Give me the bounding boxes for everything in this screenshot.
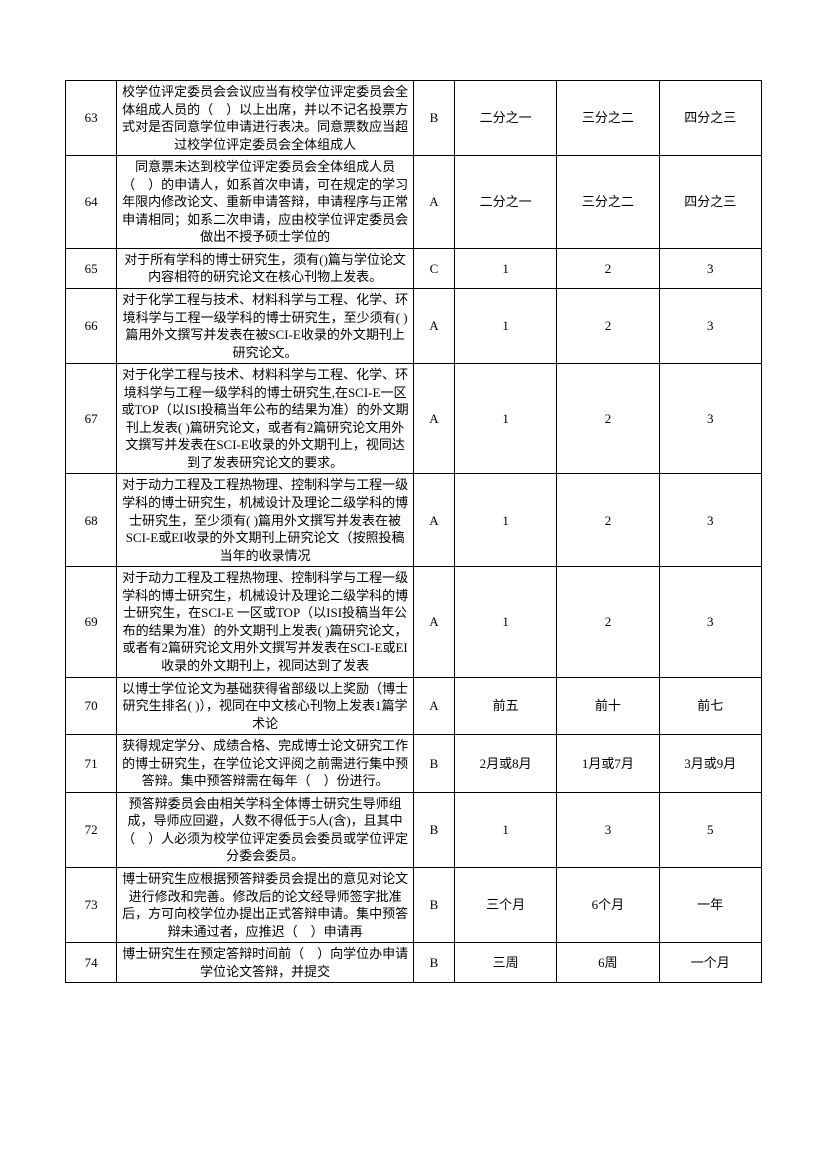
option-b: 三分之二 [557, 156, 659, 249]
table-row: 63校学位评定委员会会议应当有校学位评定委员会全体组成人员的（ ）以上出席，并以… [66, 81, 762, 156]
option-b: 三分之二 [557, 81, 659, 156]
option-a: 1 [454, 474, 556, 567]
answer-key: B [413, 943, 454, 983]
question-text: 对于动力工程及工程热物理、控制科学与工程一级学科的博士研究生，机械设计及理论二级… [117, 567, 414, 677]
question-number: 74 [66, 943, 117, 983]
question-number: 65 [66, 248, 117, 288]
option-b: 2 [557, 364, 659, 474]
answer-key: C [413, 248, 454, 288]
option-c: 四分之三 [659, 156, 761, 249]
option-b: 2 [557, 248, 659, 288]
question-text: 对于化学工程与技术、材料科学与工程、化学、环境科学与工程一级学科的博士研究生，至… [117, 289, 414, 364]
option-c: 3 [659, 474, 761, 567]
question-number: 72 [66, 792, 117, 867]
question-text: 对于所有学科的博士研究生，须有()篇与学位论文内容相符的研究论文在核心刊物上发表… [117, 248, 414, 288]
question-number: 63 [66, 81, 117, 156]
question-number: 71 [66, 735, 117, 793]
table-row: 65对于所有学科的博士研究生，须有()篇与学位论文内容相符的研究论文在核心刊物上… [66, 248, 762, 288]
option-a: 1 [454, 248, 556, 288]
question-number: 73 [66, 867, 117, 942]
question-text: 同意票未达到校学位评定委员会全体组成人员（ ）的申请人，如系首次申请，可在规定的… [117, 156, 414, 249]
option-a: 1 [454, 289, 556, 364]
question-text: 博士研究生在预定答辩时间前（ ）向学位办申请学位论文答辩，并提交 [117, 943, 414, 983]
table-row: 70以博士学位论文为基础获得省部级以上奖励（博士研究生排名( )），视同在中文核… [66, 677, 762, 735]
table-row: 72预答辩委员会由相关学科全体博士研究生导师组成，导师应回避，人数不得低于5人(… [66, 792, 762, 867]
answer-key: B [413, 867, 454, 942]
option-a: 2月或8月 [454, 735, 556, 793]
option-b: 前十 [557, 677, 659, 735]
answer-key: A [413, 474, 454, 567]
option-b: 2 [557, 567, 659, 677]
option-c: 前七 [659, 677, 761, 735]
option-b: 6周 [557, 943, 659, 983]
question-text: 预答辩委员会由相关学科全体博士研究生导师组成，导师应回避，人数不得低于5人(含)… [117, 792, 414, 867]
option-c: 3 [659, 364, 761, 474]
option-a: 1 [454, 364, 556, 474]
question-text: 校学位评定委员会会议应当有校学位评定委员会全体组成人员的（ ）以上出席，并以不记… [117, 81, 414, 156]
table-row: 73博士研究生应根据预答辩委员会提出的意见对论文进行修改和完善。修改后的论文经导… [66, 867, 762, 942]
option-a: 前五 [454, 677, 556, 735]
option-c: 3 [659, 289, 761, 364]
question-number: 67 [66, 364, 117, 474]
table-row: 68对于动力工程及工程热物理、控制科学与工程一级学科的博士研究生，机械设计及理论… [66, 474, 762, 567]
question-number: 69 [66, 567, 117, 677]
question-text: 对于化学工程与技术、材料科学与工程、化学、环境科学与工程一级学科的博士研究生,在… [117, 364, 414, 474]
question-text: 对于动力工程及工程热物理、控制科学与工程一级学科的博士研究生，机械设计及理论二级… [117, 474, 414, 567]
answer-key: A [413, 156, 454, 249]
option-c: 3月或9月 [659, 735, 761, 793]
answer-key: A [413, 289, 454, 364]
question-number: 68 [66, 474, 117, 567]
option-b: 1月或7月 [557, 735, 659, 793]
answer-key: B [413, 792, 454, 867]
answer-key: B [413, 81, 454, 156]
option-c: 3 [659, 248, 761, 288]
table-row: 69对于动力工程及工程热物理、控制科学与工程一级学科的博士研究生，机械设计及理论… [66, 567, 762, 677]
answer-key: B [413, 735, 454, 793]
option-a: 二分之一 [454, 156, 556, 249]
option-c: 5 [659, 792, 761, 867]
table-row: 71获得规定学分、成绩合格、完成博士论文研究工作的博士研究生，在学位论文评阅之前… [66, 735, 762, 793]
table-row: 67对于化学工程与技术、材料科学与工程、化学、环境科学与工程一级学科的博士研究生… [66, 364, 762, 474]
answer-key: A [413, 364, 454, 474]
option-a: 1 [454, 792, 556, 867]
option-c: 一个月 [659, 943, 761, 983]
answer-key: A [413, 567, 454, 677]
option-a: 1 [454, 567, 556, 677]
question-table: 63校学位评定委员会会议应当有校学位评定委员会全体组成人员的（ ）以上出席，并以… [65, 80, 762, 983]
option-c: 3 [659, 567, 761, 677]
option-a: 二分之一 [454, 81, 556, 156]
option-a: 三周 [454, 943, 556, 983]
option-c: 一年 [659, 867, 761, 942]
table-row: 64同意票未达到校学位评定委员会全体组成人员（ ）的申请人，如系首次申请，可在规… [66, 156, 762, 249]
option-c: 四分之三 [659, 81, 761, 156]
option-b: 6个月 [557, 867, 659, 942]
option-a: 三个月 [454, 867, 556, 942]
question-text: 博士研究生应根据预答辩委员会提出的意见对论文进行修改和完善。修改后的论文经导师签… [117, 867, 414, 942]
option-b: 2 [557, 289, 659, 364]
table-row: 66对于化学工程与技术、材料科学与工程、化学、环境科学与工程一级学科的博士研究生… [66, 289, 762, 364]
question-number: 64 [66, 156, 117, 249]
question-text: 以博士学位论文为基础获得省部级以上奖励（博士研究生排名( )），视同在中文核心刊… [117, 677, 414, 735]
question-number: 70 [66, 677, 117, 735]
question-number: 66 [66, 289, 117, 364]
question-text: 获得规定学分、成绩合格、完成博士论文研究工作的博士研究生，在学位论文评阅之前需进… [117, 735, 414, 793]
table-row: 74博士研究生在预定答辩时间前（ ）向学位办申请学位论文答辩，并提交B三周6周一… [66, 943, 762, 983]
option-b: 3 [557, 792, 659, 867]
answer-key: A [413, 677, 454, 735]
option-b: 2 [557, 474, 659, 567]
